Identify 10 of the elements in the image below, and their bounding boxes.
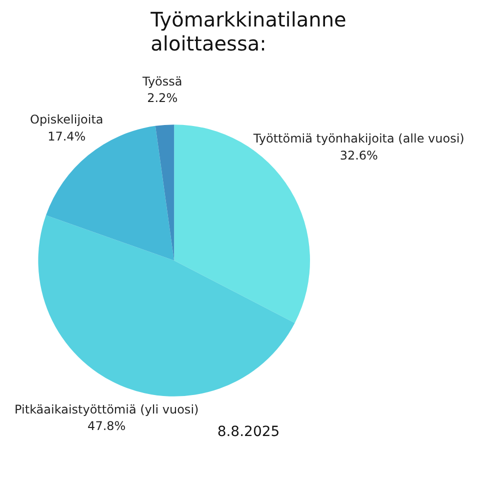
data-label: 47.8% [88,419,126,434]
slice-label: Pitkäaikaistyöttömiä (yli vuosi) [14,402,199,416]
data-label: 17.4% [48,129,86,144]
slice-label: Opiskelijoita [30,112,104,126]
slice-label: Työttömiä työnhakijoita (alle vuosi) [252,132,464,146]
slice-label: Työssä [141,74,182,88]
text: 8.8.2025 [217,424,280,440]
chart-title: Työmarkkinatilanne aloittaessa: [150,8,346,56]
data-label: 32.6% [340,148,378,163]
data-label: 2.2% [147,91,178,106]
